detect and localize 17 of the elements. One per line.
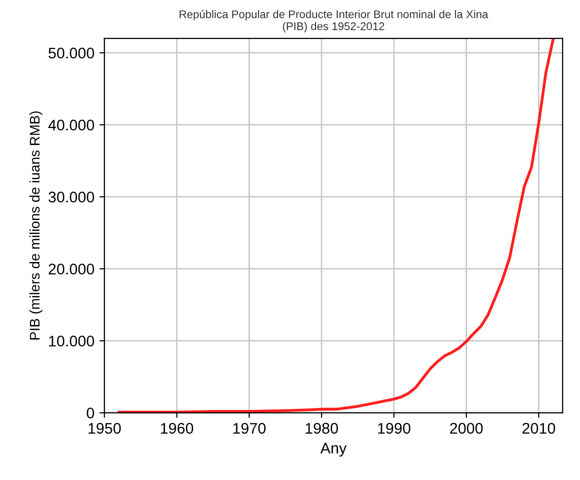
x-tick-label: 2010	[522, 422, 556, 434]
y-tick-label: 20.000	[48, 264, 94, 274]
x-tick-label: 1960	[160, 422, 194, 434]
x-axis-title: Any	[320, 442, 347, 457]
y-tick-label: 0	[86, 408, 94, 418]
y-tick-label: 30.000	[48, 192, 94, 202]
y-axis-title: PIB (milers de milions de iuans RMB)	[29, 111, 42, 340]
x-tick-label: 1970	[233, 422, 266, 434]
x-tick-label: 1980	[306, 422, 338, 434]
y-tick-label: 50.000	[48, 48, 94, 58]
x-tick-label: 2000	[450, 422, 483, 434]
x-tick-label: 1950	[88, 422, 121, 434]
x-tick-label: 1990	[378, 422, 410, 434]
y-tick-label: 40.000	[48, 120, 94, 130]
line-series	[117, 38, 555, 413]
chart-title: República Popular de Producte Interior Brut nominal de la Xina (PIB) des 1952-2012	[180, 10, 488, 32]
y-tick-label: 10.000	[49, 336, 94, 346]
